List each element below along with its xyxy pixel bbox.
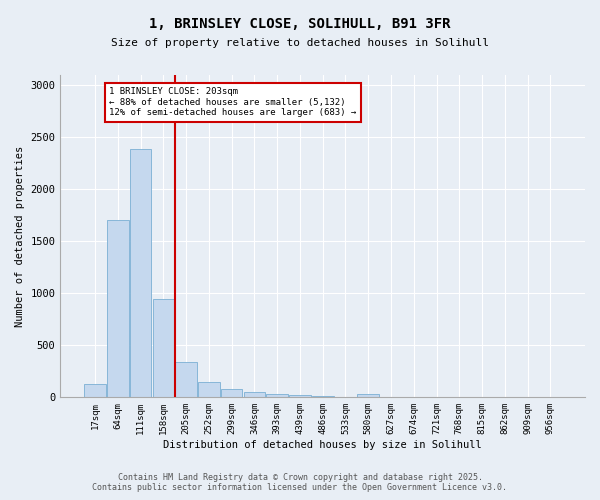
Bar: [312, 396, 334, 398]
Bar: [198, 382, 220, 398]
Bar: [335, 397, 356, 398]
Text: 1, BRINSLEY CLOSE, SOLIHULL, B91 3FR: 1, BRINSLEY CLOSE, SOLIHULL, B91 3FR: [149, 18, 451, 32]
Bar: [107, 220, 128, 398]
Bar: [244, 392, 265, 398]
Bar: [175, 362, 197, 398]
Bar: [221, 389, 242, 398]
Text: Contains HM Land Registry data © Crown copyright and database right 2025.
Contai: Contains HM Land Registry data © Crown c…: [92, 473, 508, 492]
Bar: [266, 394, 288, 398]
Text: Size of property relative to detached houses in Solihull: Size of property relative to detached ho…: [111, 38, 489, 48]
Bar: [358, 394, 379, 398]
Bar: [130, 149, 151, 398]
Bar: [289, 394, 311, 398]
X-axis label: Distribution of detached houses by size in Solihull: Distribution of detached houses by size …: [163, 440, 482, 450]
Y-axis label: Number of detached properties: Number of detached properties: [15, 146, 25, 327]
Bar: [152, 298, 174, 398]
Text: 1 BRINSLEY CLOSE: 203sqm
← 88% of detached houses are smaller (5,132)
12% of sem: 1 BRINSLEY CLOSE: 203sqm ← 88% of detach…: [109, 88, 356, 118]
Bar: [84, 384, 106, 398]
